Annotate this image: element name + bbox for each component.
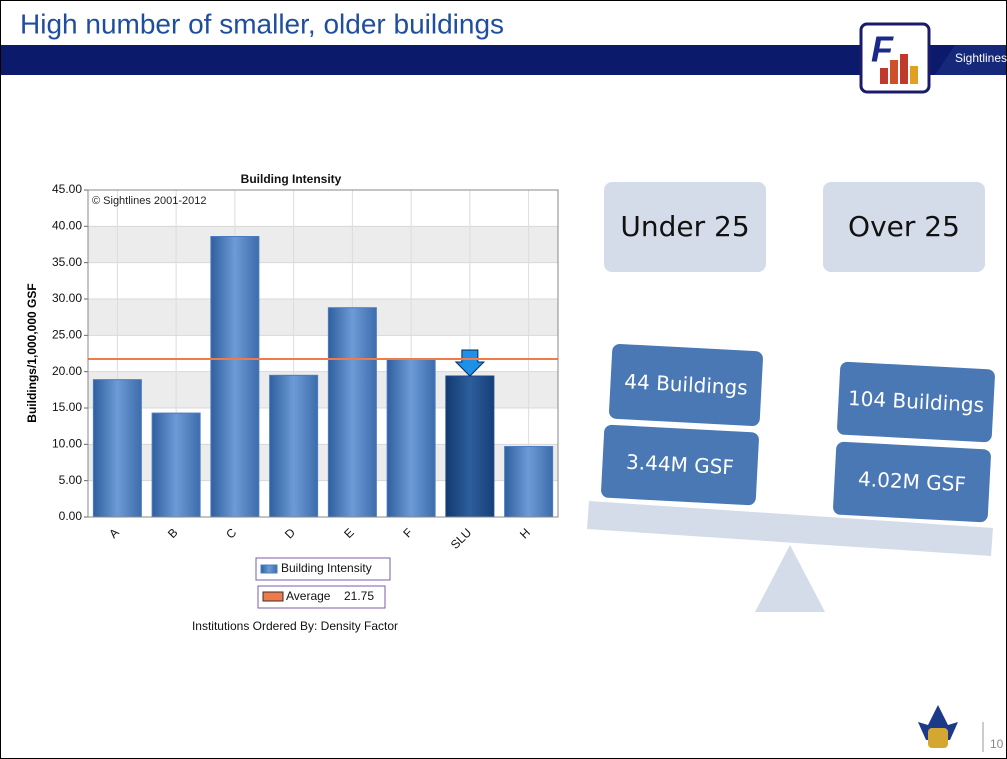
x-axis-label: Institutions Ordered By: Density Factor bbox=[192, 619, 398, 633]
bar bbox=[445, 375, 495, 518]
y-tick-label: 0.00 bbox=[59, 509, 83, 523]
y-tick-label: 25.00 bbox=[52, 328, 82, 342]
brand: Sightlines bbox=[955, 51, 1007, 65]
plot-border bbox=[87, 189, 559, 518]
y-tick-label: 5.00 bbox=[59, 473, 83, 487]
heading: Over 25 bbox=[848, 210, 960, 243]
title-band bbox=[1, 45, 1006, 75]
bar bbox=[92, 379, 142, 518]
y-tick-label: 40.00 bbox=[52, 219, 82, 233]
logo: F bbox=[859, 22, 931, 94]
legend-box bbox=[255, 557, 391, 581]
bar bbox=[327, 307, 377, 518]
chart-note: © Sightlines 2001-2012 bbox=[92, 195, 207, 207]
y-axis-label: Buildings/1,000,000 GSF bbox=[25, 283, 39, 422]
block bbox=[836, 360, 996, 444]
scale-beam bbox=[587, 501, 993, 556]
emblem bbox=[918, 705, 958, 748]
heading: Under 25 bbox=[620, 210, 749, 243]
heading-box bbox=[604, 182, 766, 272]
y-tick-label: 10.00 bbox=[52, 437, 82, 451]
block-label: 4.02M GSF bbox=[858, 467, 967, 497]
slide-title: High number of smaller, older buildings bbox=[20, 8, 504, 39]
grid-band bbox=[88, 226, 558, 263]
block bbox=[608, 342, 764, 428]
y-tick-label: 35.00 bbox=[52, 255, 82, 269]
bar bbox=[504, 446, 554, 518]
y-tick-label: 45.00 bbox=[52, 182, 82, 196]
legend-swatch bbox=[260, 564, 278, 574]
legend-label: Average bbox=[286, 589, 331, 603]
legend-swatch bbox=[262, 591, 284, 602]
bar bbox=[151, 412, 201, 518]
legend-value: 21.75 bbox=[344, 589, 374, 603]
legend-label: Building Intensity bbox=[281, 561, 372, 575]
block-label: 3.44M GSF bbox=[626, 450, 735, 480]
svg-text:F: F bbox=[871, 29, 894, 70]
heading-box bbox=[823, 182, 985, 272]
band-accent bbox=[935, 45, 1006, 75]
legend-box bbox=[257, 585, 386, 609]
bar bbox=[386, 358, 436, 518]
page-number: 10 bbox=[990, 737, 1004, 751]
block bbox=[832, 440, 992, 524]
bar bbox=[210, 236, 260, 518]
chart-title: Building Intensity bbox=[241, 172, 342, 186]
bar bbox=[269, 374, 319, 518]
y-tick-label: 30.00 bbox=[52, 291, 82, 305]
block bbox=[600, 423, 760, 507]
fulcrum bbox=[755, 545, 825, 612]
y-tick-label: 15.00 bbox=[52, 400, 82, 414]
highlight-arrow bbox=[454, 349, 486, 377]
grid-band bbox=[88, 299, 558, 336]
chart: 0.00 5.00 10.00 15.00 20.00 25.00 30.00 35.00 40… bbox=[52, 182, 559, 609]
y-tick-label: 20.00 bbox=[52, 364, 82, 378]
